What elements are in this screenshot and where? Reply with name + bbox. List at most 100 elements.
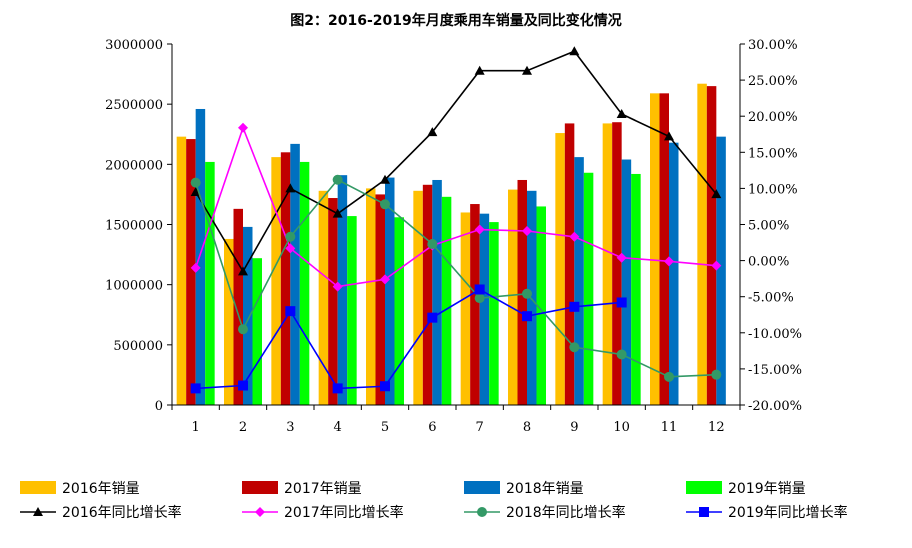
point-2-2 [285, 231, 296, 242]
point-1-2 [285, 243, 296, 254]
y2-tick-label-4: 0.00% [748, 255, 789, 270]
bar-3-1 [252, 258, 262, 405]
y-tick-label-1: 500000 [113, 339, 163, 354]
x-tick-label-10: 11 [661, 420, 678, 435]
bar-1-5 [422, 184, 433, 405]
point-1-0 [190, 262, 201, 273]
legend-swatch-bar-0 [20, 481, 56, 494]
point-3-3 [332, 383, 343, 394]
point-2-10 [664, 371, 674, 382]
point-3-2 [285, 306, 296, 317]
bar-3-5 [441, 196, 452, 405]
point-3-5 [427, 312, 438, 323]
x-tick-label-1: 2 [239, 420, 247, 435]
legend-swatch-bar-1 [242, 481, 278, 494]
point-0-4 [380, 174, 390, 184]
bar-0-6 [460, 212, 471, 405]
line-3 [195, 288, 622, 390]
bar-2-8 [574, 157, 584, 405]
point-1-11 [711, 260, 722, 271]
point-1-1 [238, 122, 248, 133]
bar-0-7 [508, 189, 518, 405]
legend-label-bar-2: 2018年销量 [506, 481, 584, 497]
bar-3-9 [631, 173, 641, 405]
y-tick-label-2: 1000000 [105, 279, 163, 294]
legend-label-line-0: 2016年同比增长率 [62, 504, 182, 521]
y-tick-label-3: 1500000 [105, 219, 163, 234]
y2-tick-label-3: -5.00% [748, 291, 794, 306]
legend-label-bar-1: 2017年销量 [284, 481, 362, 497]
bar-1-9 [612, 122, 622, 405]
point-2-1 [238, 324, 248, 335]
point-3-6 [474, 284, 485, 295]
x-tick-label-6: 7 [476, 420, 484, 435]
y2-tick-label-7: 15.00% [748, 146, 798, 161]
point-1-8 [569, 231, 580, 242]
point-0-6 [474, 65, 485, 75]
bar-0-2 [271, 157, 281, 405]
point-0-5 [427, 127, 438, 137]
x-tick-label-3: 4 [334, 420, 342, 435]
y2-tick-label-2: -10.00% [748, 327, 802, 342]
x-tick-label-11: 12 [708, 420, 725, 435]
y-tick-label-0: 0 [155, 399, 163, 414]
y2-tick-label-1: -15.00% [748, 363, 802, 378]
point-0-8 [569, 46, 580, 56]
bar-3-8 [583, 172, 594, 405]
point-2-4 [380, 199, 390, 210]
point-0-9 [616, 109, 627, 119]
point-0-0 [190, 187, 201, 197]
bar-1-4 [375, 194, 385, 405]
bar-0-9 [602, 123, 613, 406]
bar-1-0 [186, 139, 196, 405]
bar-2-1 [243, 226, 253, 405]
line-2 [194, 178, 717, 378]
point-0-10 [664, 131, 674, 141]
point-0-7 [522, 65, 532, 75]
bar-2-2 [290, 143, 300, 406]
bar-2-10 [669, 142, 679, 405]
legend-swatch-bar-2 [464, 481, 500, 494]
bar-1-2 [280, 152, 291, 405]
legend-label-bar-3: 2019年销量 [728, 481, 806, 497]
bar-layer [176, 83, 726, 406]
bar-1-10 [659, 93, 669, 405]
x-tick-label-0: 1 [192, 420, 200, 435]
bar-0-8 [555, 133, 565, 405]
x-tick-label-7: 8 [523, 420, 531, 435]
point-2-6 [474, 293, 485, 304]
point-2-9 [616, 349, 627, 360]
y-tick-label-4: 2000000 [105, 158, 163, 173]
legend-marker-1 [255, 507, 265, 517]
y-tick-label-5: 2500000 [105, 98, 163, 113]
point-3-4 [380, 381, 390, 392]
legend-label-line-1: 2017年同比增长率 [284, 504, 404, 521]
bar-3-4 [394, 217, 404, 405]
point-1-6 [474, 224, 485, 235]
bar-0-4 [366, 188, 376, 405]
y2-tick-label-6: 10.00% [748, 182, 798, 197]
bar-0-3 [318, 190, 329, 405]
legend-marker-3 [699, 507, 709, 517]
point-2-0 [190, 177, 201, 188]
bar-0-5 [413, 190, 423, 405]
bar-2-5 [432, 179, 442, 405]
bar-2-4 [385, 177, 395, 405]
point-1-7 [522, 225, 532, 236]
bar-2-6 [479, 213, 490, 405]
point-0-1 [238, 266, 248, 276]
legend-swatch-bar-3 [686, 481, 722, 494]
bar-0-11 [697, 83, 707, 406]
y2-tick-label-8: 20.00% [748, 110, 798, 125]
bar-3-2 [299, 161, 310, 405]
bar-1-1 [233, 208, 243, 405]
legend-marker-2 [477, 507, 487, 517]
bar-3-7 [536, 206, 546, 405]
x-tick-label-4: 5 [381, 420, 389, 435]
bar-2-7 [527, 190, 537, 405]
point-0-3 [332, 208, 343, 218]
legend-label-line-3: 2019年同比增长率 [728, 504, 848, 521]
point-3-8 [569, 301, 580, 312]
point-2-5 [427, 238, 438, 249]
